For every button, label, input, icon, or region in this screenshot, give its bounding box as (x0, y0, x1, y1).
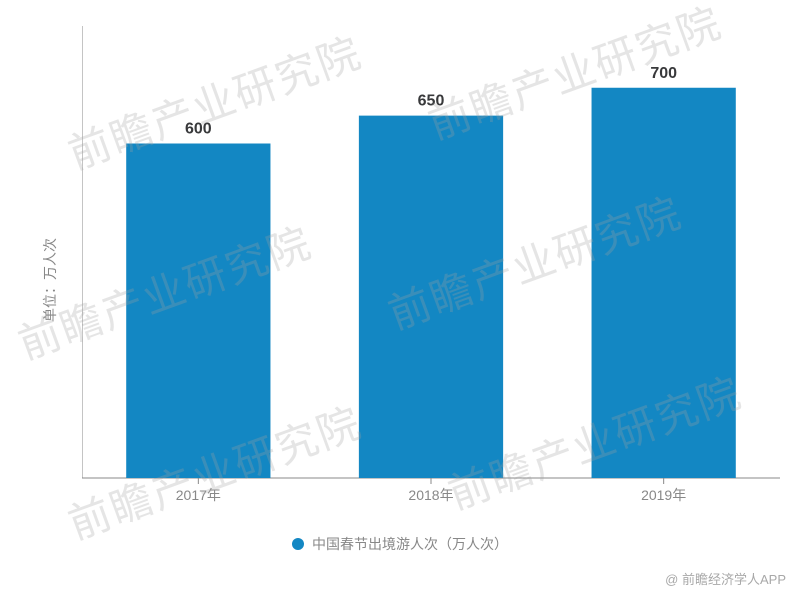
bar-value-label: 650 (418, 93, 445, 110)
bar (126, 144, 270, 479)
legend-label: 中国春节出境游人次（万人次） (312, 534, 508, 554)
chart-plot: 02004006008006002017年6502018年7002019年 (82, 12, 780, 508)
x-tick-label: 2018年 (408, 487, 453, 503)
bar (592, 88, 736, 478)
chart-container: 单位：万人次 02004006008006002017年6502018年7002… (0, 0, 800, 594)
y-axis-label: 单位：万人次 (40, 238, 60, 322)
legend: 中国春节出境游人次（万人次） (0, 534, 800, 554)
legend-marker (292, 538, 304, 550)
bar (359, 116, 503, 478)
bar-value-label: 600 (185, 121, 212, 138)
attribution-text: @ 前瞻经济学人APP (665, 569, 786, 588)
x-tick-label: 2019年 (641, 487, 686, 503)
bar-value-label: 700 (650, 65, 677, 82)
x-tick-label: 2017年 (176, 487, 221, 503)
